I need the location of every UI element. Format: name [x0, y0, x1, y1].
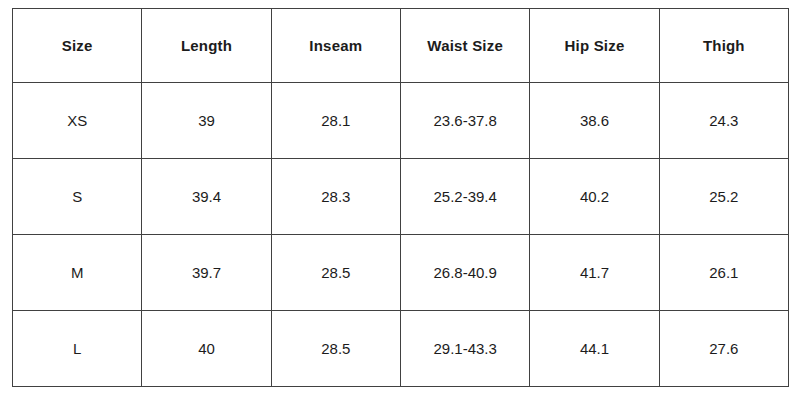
cell-thigh: 26.1 — [659, 235, 788, 311]
table-row-m: M 39.7 28.5 26.8-40.9 41.7 26.1 — [13, 235, 789, 311]
cell-size: M — [13, 235, 142, 311]
table-row-l: L 40 28.5 29.1-43.3 44.1 27.6 — [13, 311, 789, 387]
size-chart-table: Size Length Inseam Waist Size Hip Size T… — [12, 8, 789, 387]
size-chart-page: Size Length Inseam Waist Size Hip Size T… — [0, 0, 800, 400]
cell-length: 39.4 — [142, 159, 271, 235]
cell-hip-size: 38.6 — [530, 83, 659, 159]
cell-length: 39 — [142, 83, 271, 159]
cell-size: S — [13, 159, 142, 235]
cell-thigh: 24.3 — [659, 83, 788, 159]
cell-length: 40 — [142, 311, 271, 387]
header-cell-length: Length — [142, 9, 271, 83]
table-row-xs: XS 39 28.1 23.6-37.8 38.6 24.3 — [13, 83, 789, 159]
cell-waist-size: 26.8-40.9 — [400, 235, 529, 311]
cell-size: XS — [13, 83, 142, 159]
cell-waist-size: 29.1-43.3 — [400, 311, 529, 387]
cell-length: 39.7 — [142, 235, 271, 311]
cell-hip-size: 40.2 — [530, 159, 659, 235]
cell-inseam: 28.5 — [271, 311, 400, 387]
cell-size: L — [13, 311, 142, 387]
cell-inseam: 28.1 — [271, 83, 400, 159]
table-row-s: S 39.4 28.3 25.2-39.4 40.2 25.2 — [13, 159, 789, 235]
cell-inseam: 28.5 — [271, 235, 400, 311]
header-cell-size: Size — [13, 9, 142, 83]
header-cell-hip-size: Hip Size — [530, 9, 659, 83]
cell-inseam: 28.3 — [271, 159, 400, 235]
cell-waist-size: 25.2-39.4 — [400, 159, 529, 235]
cell-hip-size: 41.7 — [530, 235, 659, 311]
cell-thigh: 27.6 — [659, 311, 788, 387]
cell-hip-size: 44.1 — [530, 311, 659, 387]
header-row: Size Length Inseam Waist Size Hip Size T… — [13, 9, 789, 83]
header-cell-thigh: Thigh — [659, 9, 788, 83]
cell-thigh: 25.2 — [659, 159, 788, 235]
header-cell-inseam: Inseam — [271, 9, 400, 83]
cell-waist-size: 23.6-37.8 — [400, 83, 529, 159]
header-cell-waist-size: Waist Size — [400, 9, 529, 83]
